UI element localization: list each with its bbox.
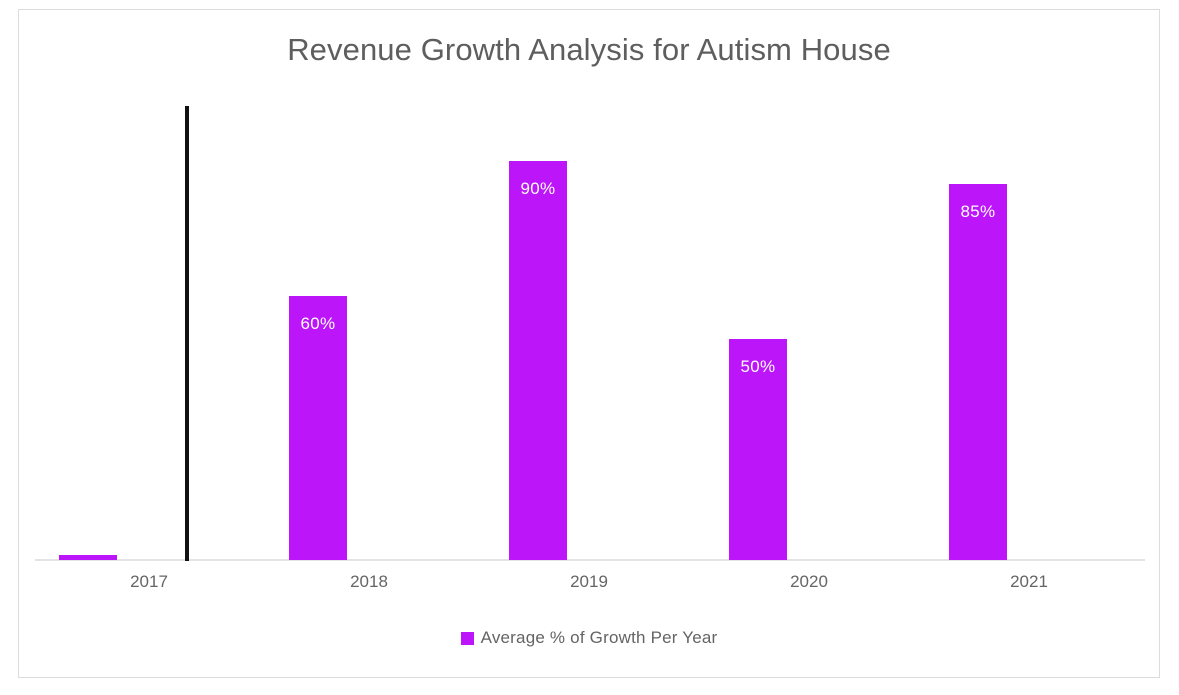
bar-label-2020: 50% [740, 357, 776, 376]
bar-2020[interactable]: 50% [729, 339, 787, 560]
x-tick-2020: 2020 [790, 572, 828, 591]
x-tick-2017: 2017 [130, 572, 168, 591]
bar-label-2021: 85% [960, 202, 996, 221]
x-tick-2021: 2021 [1010, 572, 1048, 591]
bar-2017[interactable] [59, 555, 117, 560]
bar-2021[interactable]: 85% [949, 184, 1007, 560]
plot-area: 60% 90% 50% 85% 2017 2018 2019 2020 2021 [19, 10, 1161, 679]
bars-container: 60% 90% 50% 85% [35, 90, 1145, 560]
chart-frame: Revenue Growth Analysis for Autism House… [18, 9, 1160, 678]
x-tick-2019: 2019 [570, 572, 608, 591]
legend-label: Average % of Growth Per Year [480, 628, 718, 647]
chart-title: Revenue Growth Analysis for Autism House [287, 32, 891, 67]
x-axis-line [35, 559, 1145, 561]
bar-2018[interactable]: 60% [289, 296, 347, 560]
x-tick-2018: 2018 [350, 572, 388, 591]
chart-legend: Average % of Growth Per Year [19, 628, 1159, 648]
vertical-divider-line [185, 106, 189, 561]
bar-label-2018: 60% [300, 314, 336, 333]
bar-label-2019: 90% [520, 179, 556, 198]
bar-2019[interactable]: 90% [509, 161, 567, 560]
legend-swatch-icon [460, 631, 474, 645]
